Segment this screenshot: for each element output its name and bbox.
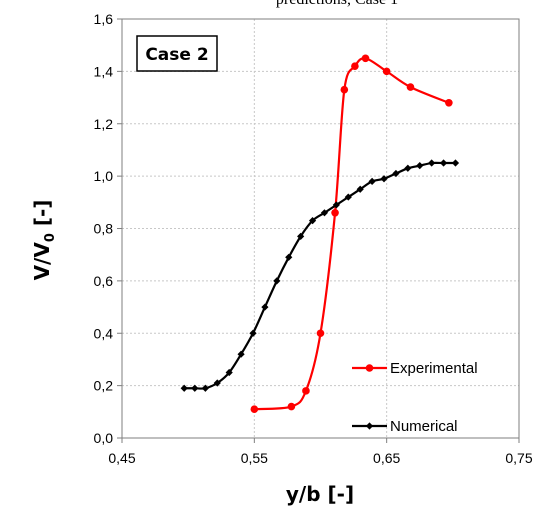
legend-marker-experimental [365,364,374,372]
data-point-numerical [213,379,221,387]
data-point-numerical [416,162,424,170]
y-tick-label: 1,4 [94,63,114,79]
data-point-numerical [368,177,376,185]
data-point-numerical [273,277,281,285]
data-point-experimental [382,67,391,76]
chart-title: predictions, Case 1 [276,0,398,8]
series-numerical [180,159,460,392]
plot-border [121,18,520,439]
data-point-experimental [351,62,359,70]
case-label-text: Case 2 [145,45,208,65]
data-point-experimental [340,85,349,94]
y-tick-label: 1,6 [94,11,114,27]
y-tick-label: 0,6 [94,273,114,289]
x-tick-label: 0,55 [241,450,268,466]
data-point-numerical [332,201,340,209]
x-tick-label: 0,65 [373,450,400,466]
data-point-numerical [308,217,317,225]
x-axis-label: y/b [-] [286,482,354,506]
data-point-numerical [404,164,412,172]
data-point-numerical [428,159,436,167]
data-point-experimental [361,54,370,63]
plot-area [122,19,519,438]
y-tick-label: 0,4 [94,325,114,341]
legend-item-numerical: Numerical [352,418,458,435]
data-point-numerical [344,193,352,201]
y-axis-label: V/V0 [-] [30,200,58,281]
y-tick-label: 0,2 [94,378,114,394]
data-point-numerical [439,159,448,167]
y-tick-label: 1,2 [94,116,114,132]
case-label-box [136,35,218,72]
case-label: Case 2 [136,35,218,72]
data-point-numerical [297,232,305,240]
data-point-numerical [225,368,233,377]
data-point-experimental [287,402,296,411]
y-tick-label: 1,0 [94,168,114,184]
data-point-experimental [406,83,415,91]
y-axis-label-sub: 0 [43,233,58,242]
legend-item-experimental: Experimental [352,360,478,377]
y-axis-label-main: V/V [30,242,54,281]
legend-label-experimental: Experimental [390,360,478,377]
data-point-numerical [451,159,460,167]
series-layer [180,54,460,413]
data-point-numerical [191,384,199,392]
legend-marker-numerical [365,422,374,430]
y-tick-label: 0,0 [94,430,114,446]
data-point-numerical [320,209,329,217]
series-experimental [250,54,453,413]
y-tick-label: 0,8 [94,221,114,237]
y-axis-label-unit: [-] [30,200,54,234]
data-point-numerical [285,253,293,261]
data-point-numerical [180,384,188,392]
data-point-numerical [237,350,245,358]
y-axis-ticks: 0,0 0,2 0,4 0,6 0,8 1,0 1,2 1,4 1,6 [94,11,122,446]
data-point-experimental [250,405,259,413]
data-point-experimental [331,208,339,217]
data-point-experimental [445,99,453,107]
legend-label-numerical: Numerical [390,418,458,435]
data-point-numerical [380,175,388,183]
legend: Experimental Numerical [352,360,478,435]
x-tick-label: 0,75 [505,450,532,466]
x-axis-ticks: 0,45 0,55 0,65 0,75 [108,438,533,466]
data-point-numerical [249,329,257,337]
data-point-numerical [261,303,269,311]
data-point-numerical [356,185,364,193]
data-point-numerical [392,169,400,178]
data-point-numerical [201,384,209,392]
data-point-experimental [302,387,310,395]
x-tick-label: 0,45 [108,450,135,466]
data-point-experimental [316,329,325,338]
